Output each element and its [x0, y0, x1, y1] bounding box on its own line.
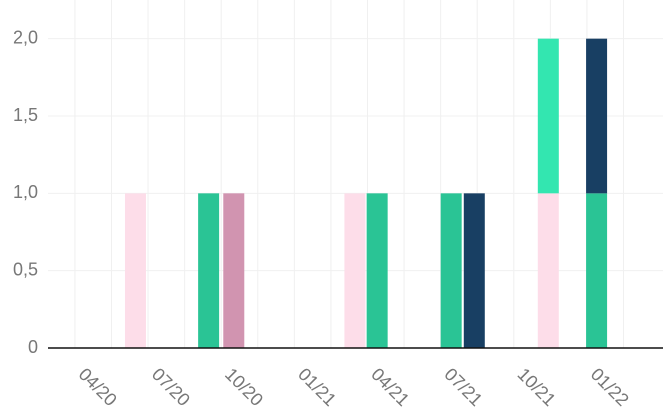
bar — [440, 193, 462, 348]
bar — [586, 38, 608, 194]
x-tick-label: 07/20 — [148, 364, 194, 410]
y-tick-label: 2,0 — [13, 27, 38, 47]
y-tick-label: 0,5 — [13, 259, 38, 279]
bar — [124, 193, 146, 348]
x-tick-label: 01/22 — [587, 364, 633, 410]
bar — [366, 193, 388, 348]
bar — [223, 193, 245, 348]
x-tick-label: 04/20 — [75, 364, 121, 410]
x-tick-label: 10/20 — [221, 364, 267, 410]
x-tick-label: 07/21 — [440, 364, 486, 410]
y-tick-label: 1,5 — [13, 105, 38, 125]
bar — [537, 193, 559, 348]
x-tick-label: 10/21 — [514, 364, 560, 410]
bar — [344, 193, 366, 348]
x-tick-label: 01/21 — [294, 364, 340, 410]
y-tick-label: 0 — [28, 337, 38, 357]
x-tick-label: 04/21 — [367, 364, 413, 410]
bar — [586, 193, 608, 348]
bar — [537, 38, 559, 194]
bar — [463, 193, 485, 348]
y-tick-label: 1,0 — [13, 182, 38, 202]
bar — [198, 193, 220, 348]
